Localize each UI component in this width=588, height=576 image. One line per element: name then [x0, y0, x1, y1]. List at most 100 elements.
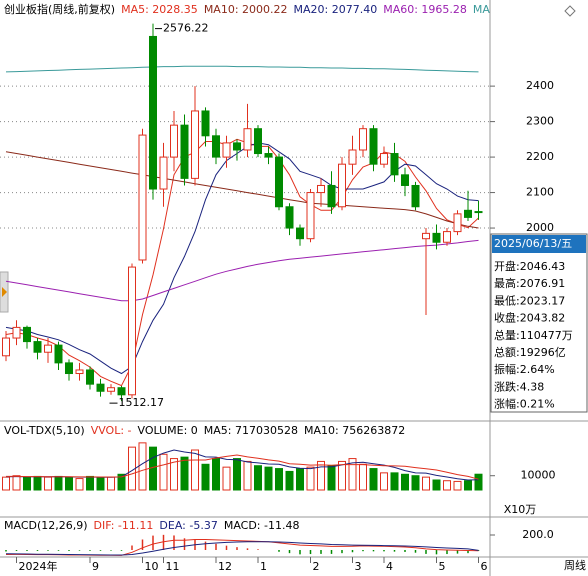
y-tick-label: 2000 [526, 221, 554, 234]
candle-body [117, 387, 126, 396]
panel-title: MACD(12,26,9) [4, 519, 88, 532]
y-tick-label: 2200 [526, 150, 554, 163]
volume-bar [401, 473, 409, 491]
candle-body [296, 227, 304, 240]
candle-body [138, 134, 147, 261]
candle-body [170, 124, 178, 158]
candle-body [96, 383, 105, 392]
volume-bar [390, 472, 399, 491]
x-tick-label: 9 [92, 560, 99, 573]
candle-body [23, 326, 31, 343]
candle-body [254, 128, 262, 155]
candle-body [128, 266, 136, 396]
candle-body [317, 184, 325, 194]
candle-body [306, 192, 315, 240]
candle-body [191, 110, 199, 179]
volume-bar [117, 473, 126, 491]
candle-body [222, 142, 231, 158]
legend-entry: MA10: 2000.22 [204, 3, 288, 16]
candle-body [243, 128, 252, 151]
high-label: 2576.22 [163, 22, 209, 35]
y-tick-label: 10000 [521, 469, 556, 482]
candle-body [180, 124, 189, 179]
x-tick-label: 4 [386, 560, 393, 573]
volume-bar [296, 468, 304, 491]
volume-bar [12, 475, 21, 491]
volume-ma-line [6, 454, 479, 480]
volume-bar [243, 460, 252, 491]
volume-bar [464, 480, 472, 491]
volume-bar [86, 475, 94, 491]
candle-body [201, 110, 210, 137]
volume-bar [75, 478, 84, 491]
volume-bar [201, 463, 210, 491]
volume-bar [285, 470, 294, 491]
x-tick-label: 11 [166, 560, 180, 573]
candle-body [65, 362, 73, 375]
tooltip-line: 最高:2076.91 [494, 276, 565, 290]
candle-body [474, 211, 483, 214]
tooltip-line: 总量:110477万 [494, 328, 573, 342]
legend-entry: MA [473, 3, 490, 16]
tooltip-box [490, 233, 588, 413]
tooltip-line: 收盘:2043.82 [494, 311, 565, 325]
panel-label: VVOL: - [91, 424, 132, 437]
y-tick-label: 2300 [526, 115, 554, 128]
candle-body [2, 337, 10, 357]
x-tick-label: 12 [218, 560, 232, 573]
volume-bar [422, 476, 430, 491]
candle-body [464, 209, 472, 218]
candle-body [411, 184, 420, 208]
volume-bar [33, 475, 42, 491]
period-label: 周线 [564, 558, 586, 572]
volume-bar [369, 468, 378, 491]
legend-entry: MA10: 756263872 [304, 424, 405, 437]
legend-entry: DEA: -5.37 [159, 519, 217, 532]
candle-body [212, 135, 220, 158]
chart-title: 创业板指(周线,前复权) [4, 2, 115, 16]
legend-entry: DIF: -11.11 [94, 519, 154, 532]
volume-bar [411, 475, 420, 491]
panel-title: VOL-TDX(5,10) [4, 424, 85, 437]
panel-label: VOLUME: 0 [138, 424, 198, 437]
tooltip-line: 开盘:2046.43 [494, 259, 565, 273]
volume-bar [107, 476, 115, 491]
legend-entry: MA20: 2077.40 [294, 3, 378, 16]
volume-bar [2, 476, 10, 491]
candle-body [233, 142, 241, 151]
legend-entry: MA5: 717030528 [204, 424, 298, 437]
y-tick-label: 200.0 [522, 528, 554, 541]
x-tick-label: 3 [355, 560, 362, 573]
ma-line [5, 239, 479, 302]
settings-icon[interactable] [564, 5, 576, 17]
legend-entry: MA60: 1965.28 [383, 3, 467, 16]
volume-bar [254, 465, 262, 491]
volume-bar [327, 465, 336, 491]
macd-line [5, 541, 479, 556]
ma-line [5, 142, 479, 375]
volume-bar [474, 473, 483, 491]
candle-body [338, 163, 346, 208]
volume-bar [264, 466, 273, 491]
candle-body [275, 156, 283, 208]
tooltip-line: 涨幅:0.21% [494, 398, 555, 411]
volume-bar [159, 453, 168, 491]
tooltip-line: 总额:19296亿 [494, 345, 566, 359]
candle-body [422, 232, 430, 240]
volume-bar [233, 458, 241, 491]
volume-bar [170, 458, 178, 491]
candle-body [75, 369, 84, 375]
volume-bar [44, 476, 52, 491]
candle-body [390, 153, 399, 176]
volume-bar [359, 463, 367, 491]
ma-line [5, 65, 479, 73]
candle-body [359, 128, 367, 151]
candle-body [33, 341, 42, 353]
y-tick-label: 2400 [526, 79, 554, 92]
x-tick-label: 6 [481, 560, 488, 573]
volume-bar [306, 466, 315, 491]
x-tick-label: 10 [145, 560, 159, 573]
candle-body [348, 149, 357, 165]
ma-line [5, 138, 479, 387]
candle-body [44, 344, 52, 353]
